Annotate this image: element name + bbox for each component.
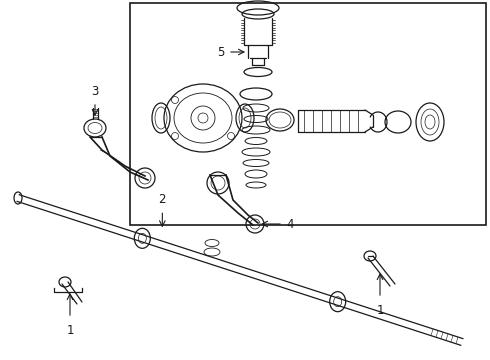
Text: 5: 5	[217, 45, 224, 58]
Text: 1: 1	[66, 324, 74, 337]
Text: 4: 4	[286, 217, 294, 230]
Bar	[130, 3, 486, 225]
Text: 3: 3	[91, 85, 98, 98]
Text: 2: 2	[159, 193, 166, 206]
Text: 1: 1	[376, 304, 384, 317]
